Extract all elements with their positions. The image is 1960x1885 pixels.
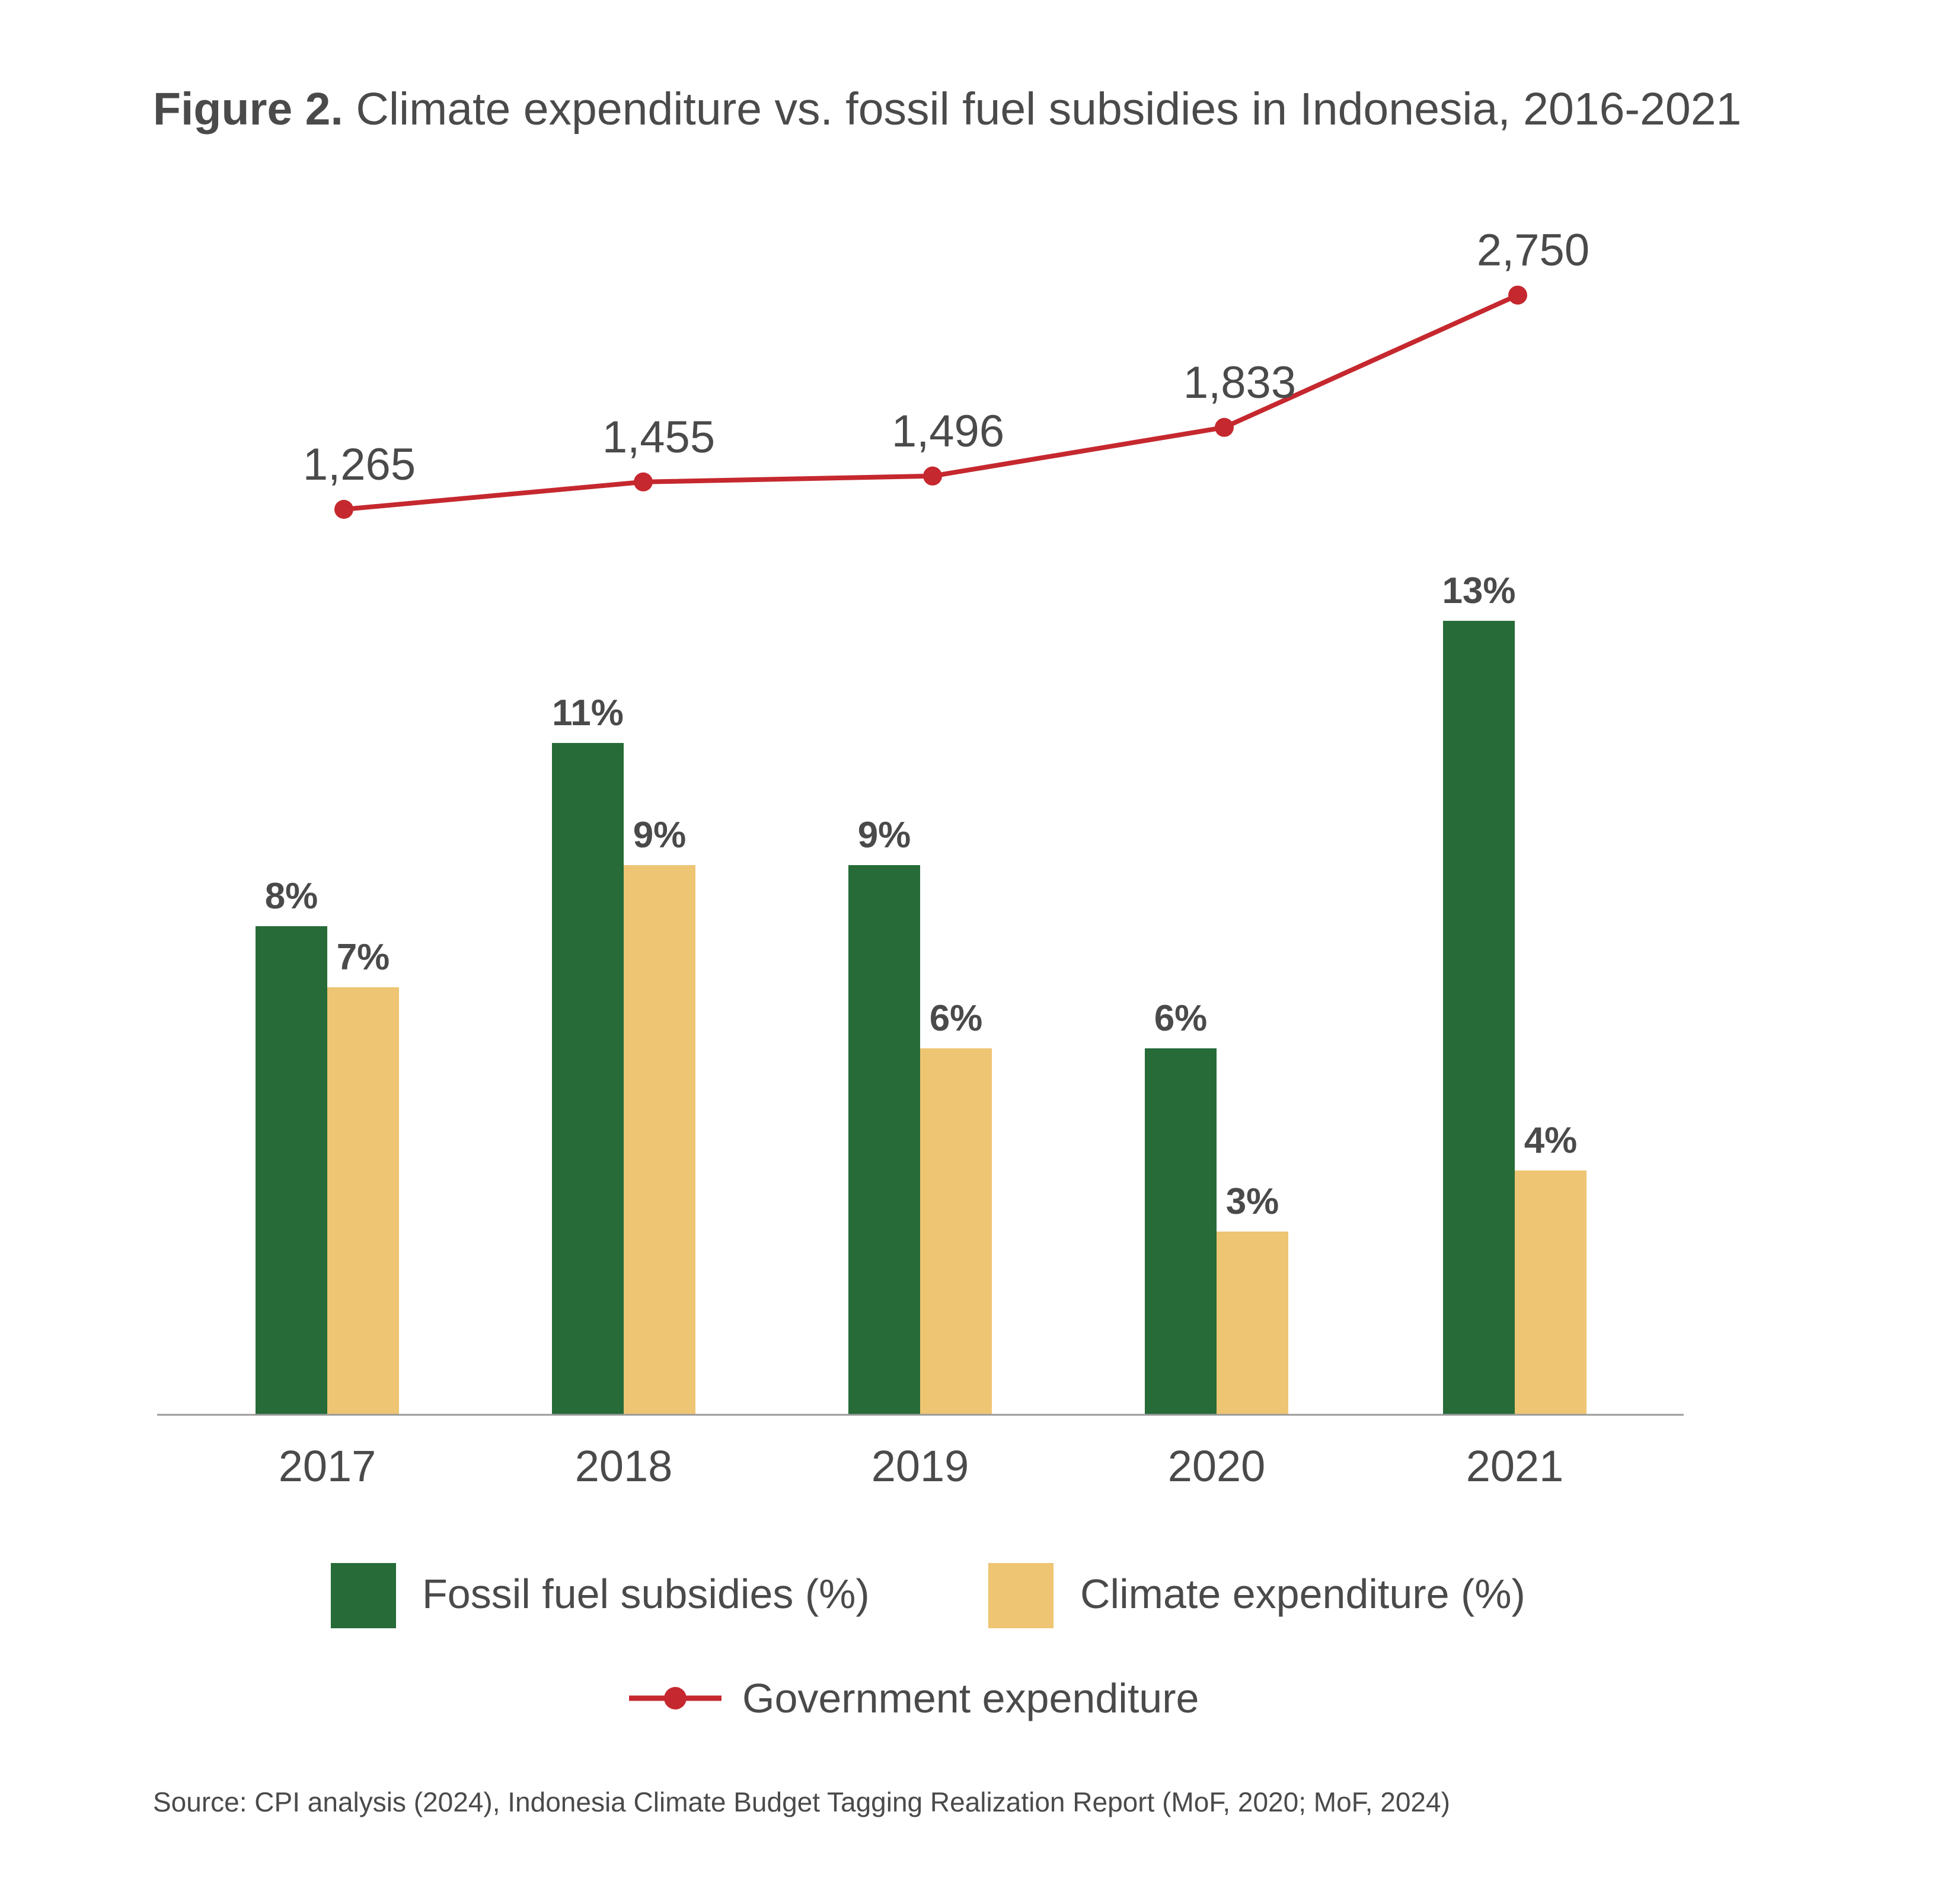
bar-fossil-2021 xyxy=(1443,621,1515,1415)
gov-label-2017: 1,265 xyxy=(303,439,416,490)
bar-label-fossil-2021: 13% xyxy=(1442,570,1515,611)
bars-layer xyxy=(256,621,1586,1415)
bar-label-climate-2021: 4% xyxy=(1524,1120,1578,1161)
bar-labels-layer: 8% 7% 11% 9% 9% 6% 6% 3% 13% 4% xyxy=(265,570,1578,1222)
gov-point-2021 xyxy=(1508,285,1527,305)
x-tick-2021: 2021 xyxy=(1466,1441,1564,1491)
x-tick-labels: 2017 2018 2019 2020 2021 xyxy=(279,1441,1564,1491)
bar-label-climate-2017: 7% xyxy=(337,937,390,978)
bar-fossil-2020 xyxy=(1145,1048,1217,1415)
gov-label-2021: 2,750 xyxy=(1477,225,1589,276)
bar-label-fossil-2020: 6% xyxy=(1154,998,1208,1039)
gov-point-2017 xyxy=(334,500,353,519)
bar-fossil-2018 xyxy=(552,743,624,1415)
x-tick-2017: 2017 xyxy=(279,1441,376,1491)
figure-title: Figure 2. Climate expenditure vs. fossil… xyxy=(153,83,1932,136)
gov-line-layer: 1,265 1,455 1,496 1,833 2,750 xyxy=(303,225,1589,519)
bar-climate-2017 xyxy=(327,987,399,1415)
x-tick-2020: 2020 xyxy=(1168,1441,1266,1491)
legend-marker-gov xyxy=(664,1687,687,1709)
legend-swatch-climate xyxy=(988,1563,1054,1628)
x-tick-2019: 2019 xyxy=(872,1441,969,1491)
legend: Fossil fuel subsidies (%) Climate expend… xyxy=(331,1563,1525,1721)
figure-number: Figure 2. xyxy=(153,84,343,135)
bar-climate-2020 xyxy=(1217,1232,1288,1415)
bar-fossil-2017 xyxy=(256,926,327,1415)
gov-label-2018: 1,455 xyxy=(602,412,715,463)
bar-climate-2019 xyxy=(920,1048,992,1415)
bar-label-climate-2019: 6% xyxy=(930,998,983,1039)
legend-label-gov: Government expenditure xyxy=(742,1675,1199,1721)
gov-point-2018 xyxy=(634,472,653,492)
gov-point-2019 xyxy=(923,466,942,486)
bar-climate-2018 xyxy=(624,865,695,1415)
bar-climate-2021 xyxy=(1515,1170,1586,1415)
legend-label-climate: Climate expenditure (%) xyxy=(1080,1571,1525,1617)
gov-label-2020: 1,833 xyxy=(1183,358,1296,408)
bar-label-climate-2018: 9% xyxy=(633,815,687,856)
bar-label-climate-2020: 3% xyxy=(1226,1181,1279,1222)
bar-fossil-2019 xyxy=(848,865,920,1415)
bar-label-fossil-2018: 11% xyxy=(552,693,624,733)
legend-swatch-fossil xyxy=(331,1563,396,1628)
gov-point-2020 xyxy=(1215,417,1234,437)
legend-label-fossil: Fossil fuel subsidies (%) xyxy=(422,1571,870,1617)
source-note: Source: CPI analysis (2024), Indonesia C… xyxy=(153,1787,1450,1817)
figure-title-text: Climate expenditure vs. fossil fuel subs… xyxy=(356,84,1742,135)
gov-label-2019: 1,496 xyxy=(892,406,1004,457)
x-tick-2018: 2018 xyxy=(575,1441,673,1491)
bar-label-fossil-2019: 9% xyxy=(858,815,911,856)
bar-label-fossil-2017: 8% xyxy=(265,876,318,917)
